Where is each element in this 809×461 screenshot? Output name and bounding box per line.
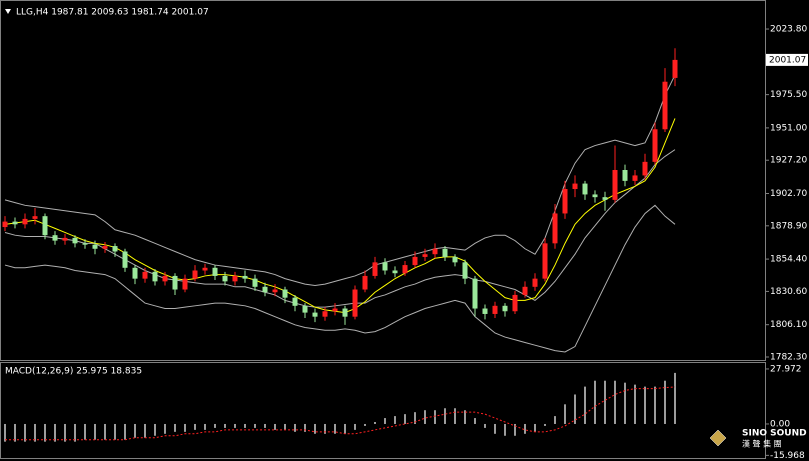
candle-body	[522, 286, 528, 295]
y-tick-label: 0.00	[770, 419, 790, 429]
candle-body	[432, 248, 438, 255]
logo-icon	[709, 429, 727, 447]
logo-subtitle: 漢 聲 集 團	[742, 439, 782, 449]
candle-body	[542, 243, 548, 279]
candle-body	[122, 251, 128, 268]
y-tick-label: 1830.60	[770, 287, 807, 297]
candle-body	[362, 275, 368, 290]
candle-body	[312, 312, 318, 317]
candle-body	[652, 129, 658, 162]
candle-body	[642, 161, 648, 176]
y-tick-label: 1854.40	[770, 255, 807, 265]
candle-body	[532, 278, 538, 287]
candle-body	[142, 271, 148, 279]
indicator-line	[4, 204, 676, 353]
candle-body	[22, 218, 28, 225]
candle-body	[112, 246, 118, 252]
candle-body	[512, 294, 518, 312]
candle-body	[72, 237, 78, 244]
candle-body	[242, 275, 248, 279]
candle-body	[472, 278, 478, 309]
candle-body	[152, 271, 158, 282]
indicator-line	[4, 74, 676, 286]
candle-body	[662, 81, 668, 130]
candle-body	[372, 262, 378, 276]
candle-body	[262, 286, 268, 293]
candle-body	[272, 289, 278, 293]
candle-body	[232, 275, 238, 282]
candle-body	[222, 275, 228, 282]
signal-line	[5, 386, 676, 441]
y-tick-label: 1902.70	[770, 189, 807, 199]
logo-name: SINO SOUND	[742, 429, 807, 439]
candle-body	[162, 275, 168, 282]
candle-body	[412, 256, 418, 266]
candle-body	[492, 305, 498, 314]
y-tick-label: 27.972	[770, 364, 802, 374]
macd-panel	[0, 362, 766, 459]
y-tick-label: 1782.30	[770, 353, 807, 363]
candle-body	[382, 262, 388, 271]
y-tick-label: 1878.90	[770, 221, 807, 231]
candle-body	[452, 256, 458, 263]
candle-body	[102, 246, 108, 249]
price-marker	[766, 53, 808, 66]
candle-body	[132, 267, 138, 279]
y-tick-label: 1927.20	[770, 156, 807, 166]
indicator-line	[4, 149, 676, 308]
candle-body	[332, 308, 338, 312]
candle-body	[352, 289, 358, 317]
candle-body	[12, 221, 18, 225]
candle-body	[462, 262, 468, 279]
macd-title: MACD(12,26,9) 25.975 18.835	[5, 367, 142, 377]
y-tick-label: 1806.10	[770, 320, 807, 330]
y-tick-label: 2023.80	[770, 25, 807, 35]
candle-body	[282, 289, 288, 298]
candle-body	[82, 243, 88, 245]
candle-body	[572, 183, 578, 190]
candle-body	[552, 213, 558, 244]
candle-body	[622, 169, 628, 181]
candle-body	[592, 194, 598, 198]
candle-body	[302, 305, 308, 313]
candle-body	[632, 175, 638, 181]
candle-body	[292, 297, 298, 306]
candle-body	[602, 197, 608, 200]
y-tick-label: 1975.50	[770, 90, 807, 100]
candle-body	[612, 169, 618, 200]
candle-body	[442, 248, 448, 257]
y-tick-label: -15.968	[770, 451, 805, 461]
main-panel	[0, 0, 766, 361]
candle-body	[192, 270, 198, 279]
candle-body	[342, 308, 348, 317]
candle-body	[562, 189, 568, 214]
candle-body	[392, 270, 398, 274]
current-price: 2001.07	[769, 55, 806, 65]
candle-body	[422, 254, 428, 257]
candle-body	[202, 267, 208, 271]
candle-body	[582, 183, 588, 195]
candle-body	[672, 59, 678, 78]
candle-body	[322, 311, 328, 317]
candle-body	[92, 244, 98, 249]
candle-body	[482, 308, 488, 314]
candle-body	[182, 278, 188, 290]
candle-body	[62, 237, 68, 241]
chart-title: LLG,H4 1987.81 2009.63 1981.74 2001.07	[16, 8, 209, 18]
candle-body	[32, 216, 38, 219]
y-tick-label: 1951.00	[770, 123, 807, 133]
candle-body	[2, 221, 8, 228]
candle-body	[502, 305, 508, 312]
logo: SINO SOUND 漢 聲 集 團	[709, 429, 807, 449]
dropdown-icon[interactable]	[5, 9, 11, 14]
candle-body	[212, 267, 218, 276]
candle-body	[252, 278, 258, 287]
candle-body	[52, 235, 58, 241]
candle-body	[172, 275, 178, 290]
candle-body	[402, 265, 408, 274]
candle-body	[42, 216, 48, 236]
